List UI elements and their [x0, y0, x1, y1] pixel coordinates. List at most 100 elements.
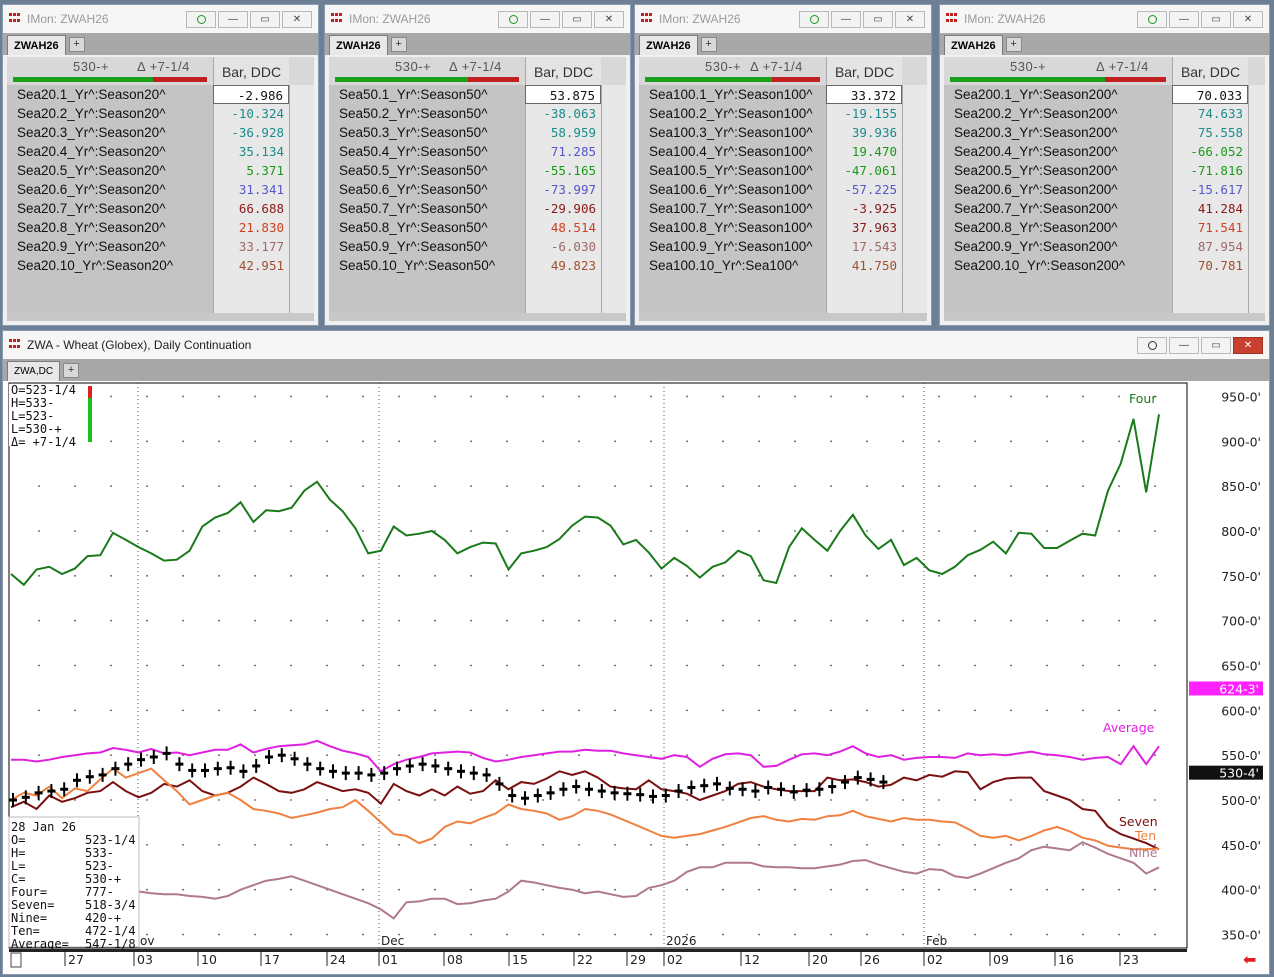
monitor-window-2[interactable]: IMon: ZWAH26 — ▭ ✕ ZWAH26 + 530-+ Δ +7-1…	[324, 4, 631, 326]
bar-ddc-value[interactable]: 19.470	[826, 142, 902, 161]
monitor-window-1[interactable]: IMon: ZWAH26 — ▭ ✕ ZWAH26 + 530-+ Δ +7-1…	[2, 4, 319, 326]
monitor-row[interactable]: Sea20.9_Yr^:Season20^ 33.177	[7, 237, 314, 256]
bar-ddc-value[interactable]: 37.963	[826, 218, 902, 237]
link-button[interactable]	[1137, 10, 1167, 28]
monitor-row[interactable]: Sea20.7_Yr^:Season20^ 66.688	[7, 199, 314, 218]
monitor-row[interactable]: Sea200.6_Yr^:Season200^ -15.617	[944, 180, 1265, 199]
monitor-row[interactable]: Sea100.2_Yr^:Season100^ -19.155	[639, 104, 927, 123]
monitor-row[interactable]: Sea50.1_Yr^:Season50^ 53.875	[329, 85, 626, 104]
monitor-row[interactable]: Sea50.7_Yr^:Season50^ -29.906	[329, 199, 626, 218]
monitor-row[interactable]: Sea20.4_Yr^:Season20^ 35.134	[7, 142, 314, 161]
monitor-row[interactable]: Sea100.6_Yr^:Season100^ -57.225	[639, 180, 927, 199]
add-tab-button[interactable]: +	[700, 37, 717, 52]
bar-ddc-value[interactable]: 41.750	[826, 256, 902, 275]
monitor-window-3[interactable]: IMon: ZWAH26 — ▭ ✕ ZWAH26 + 530-+ Δ +7-1…	[634, 4, 932, 326]
monitor-row[interactable]: Sea200.7_Yr^:Season200^ 41.284	[944, 199, 1265, 218]
monitor-row[interactable]: Sea50.5_Yr^:Season50^ -55.165	[329, 161, 626, 180]
add-tab-button[interactable]: +	[63, 363, 80, 378]
monitor-row[interactable]: Sea200.8_Yr^:Season200^ 71.541	[944, 218, 1265, 237]
bar-ddc-value[interactable]: -66.052	[1172, 142, 1248, 161]
bar-ddc-value[interactable]: -2.986	[213, 85, 289, 104]
column-header-bar-ddc[interactable]: Bar, DDC	[826, 57, 902, 85]
close-button[interactable]: ✕	[282, 10, 312, 28]
monitor-row[interactable]: Sea100.5_Yr^:Season100^ -47.061	[639, 161, 927, 180]
chart-titlebar[interactable]: ZWA - Wheat (Globex), Daily Continuation…	[3, 331, 1269, 359]
bar-ddc-value[interactable]: -38.063	[525, 104, 601, 123]
monitor-row[interactable]: Sea20.10_Yr^:Season20^ 42.951	[7, 256, 314, 275]
monitor-row[interactable]: Sea50.3_Yr^:Season50^ 58.959	[329, 123, 626, 142]
monitor-row[interactable]: Sea50.9_Yr^:Season50^ -6.030	[329, 237, 626, 256]
column-header-bar-ddc[interactable]: Bar, DDC	[213, 57, 289, 85]
minimize-button[interactable]: —	[530, 10, 560, 28]
monitor-row[interactable]: Sea100.8_Yr^:Season100^ 37.963	[639, 218, 927, 237]
bar-ddc-value[interactable]: 17.543	[826, 237, 902, 256]
link-button[interactable]	[1137, 336, 1167, 354]
monitor-grid[interactable]: 530-+ Δ +7-1/4 Bar, DDC Sea50.1_Yr^:Seas…	[329, 57, 626, 321]
add-tab-button[interactable]: +	[68, 37, 85, 52]
monitor-row[interactable]: Sea20.5_Yr^:Season20^ 5.371	[7, 161, 314, 180]
monitor-grid[interactable]: 530-+ Δ +7-1/4 Bar, DDC Sea200.1_Yr^:Sea…	[944, 57, 1265, 321]
bar-ddc-value[interactable]: -71.816	[1172, 161, 1248, 180]
bar-ddc-value[interactable]: -3.925	[826, 199, 902, 218]
tab-zwa-dc[interactable]: ZWA,DC	[7, 361, 61, 381]
monitor-row[interactable]: Sea50.6_Yr^:Season50^ -73.997	[329, 180, 626, 199]
bar-ddc-value[interactable]: 35.134	[213, 142, 289, 161]
monitor-row[interactable]: Sea50.2_Yr^:Season50^ -38.063	[329, 104, 626, 123]
restore-button[interactable]: ▭	[863, 10, 893, 28]
monitor-row[interactable]: Sea20.3_Yr^:Season20^ -36.928	[7, 123, 314, 142]
link-button[interactable]	[498, 10, 528, 28]
bar-ddc-value[interactable]: 5.371	[213, 161, 289, 180]
bar-ddc-value[interactable]: -15.617	[1172, 180, 1248, 199]
tab-zwah26[interactable]: ZWAH26	[329, 35, 388, 55]
minimize-button[interactable]: —	[218, 10, 248, 28]
monitor-row[interactable]: Sea20.6_Yr^:Season20^ 31.341	[7, 180, 314, 199]
link-button[interactable]	[186, 10, 216, 28]
bar-ddc-value[interactable]: 66.688	[213, 199, 289, 218]
bar-ddc-value[interactable]: -73.997	[525, 180, 601, 199]
monitor-row[interactable]: Sea100.7_Yr^:Season100^ -3.925	[639, 199, 927, 218]
minimize-button[interactable]: —	[1169, 336, 1199, 354]
monitor-window-4[interactable]: IMon: ZWAH26 — ▭ ✕ ZWAH26 + 530-+ Δ +7-1…	[939, 4, 1270, 326]
bar-ddc-value[interactable]: 53.875	[525, 85, 601, 104]
bar-ddc-value[interactable]: 49.823	[525, 256, 601, 275]
tab-zwah26[interactable]: ZWAH26	[944, 35, 1003, 55]
bar-ddc-value[interactable]: -6.030	[525, 237, 601, 256]
bar-ddc-value[interactable]: -29.906	[525, 199, 601, 218]
monitor-row[interactable]: Sea50.8_Yr^:Season50^ 48.514	[329, 218, 626, 237]
monitor-row[interactable]: Sea200.4_Yr^:Season200^ -66.052	[944, 142, 1265, 161]
monitor-row[interactable]: Sea100.3_Yr^:Season100^ 39.936	[639, 123, 927, 142]
close-button[interactable]: ✕	[1233, 336, 1263, 354]
bar-ddc-value[interactable]: 71.285	[525, 142, 601, 161]
minimize-button[interactable]: —	[831, 10, 861, 28]
bar-ddc-value[interactable]: 48.514	[525, 218, 601, 237]
monitor-row[interactable]: Sea50.10_Yr^:Season50^ 49.823	[329, 256, 626, 275]
link-button[interactable]	[799, 10, 829, 28]
bar-ddc-value[interactable]: 70.781	[1172, 256, 1248, 275]
scroll-thumb[interactable]	[10, 952, 22, 968]
monitor-row[interactable]: Sea100.10_Yr^:Sea100^ 41.750	[639, 256, 927, 275]
close-button[interactable]: ✕	[1233, 10, 1263, 28]
bar-ddc-value[interactable]: 87.954	[1172, 237, 1248, 256]
monitor-titlebar[interactable]: IMon: ZWAH26 — ▭ ✕	[325, 5, 630, 33]
bar-ddc-value[interactable]: 33.177	[213, 237, 289, 256]
bar-ddc-value[interactable]: 42.951	[213, 256, 289, 275]
monitor-row[interactable]: Sea200.2_Yr^:Season200^ 74.633	[944, 104, 1265, 123]
minimize-button[interactable]: —	[1169, 10, 1199, 28]
chart-window[interactable]: ZWA - Wheat (Globex), Daily Continuation…	[2, 330, 1270, 975]
bar-ddc-value[interactable]: 41.284	[1172, 199, 1248, 218]
monitor-row[interactable]: Sea100.9_Yr^:Season100^ 17.543	[639, 237, 927, 256]
bar-ddc-value[interactable]: 71.541	[1172, 218, 1248, 237]
add-tab-button[interactable]: +	[1005, 37, 1022, 52]
bar-ddc-value[interactable]: -47.061	[826, 161, 902, 180]
monitor-titlebar[interactable]: IMon: ZWAH26 — ▭ ✕	[940, 5, 1269, 33]
restore-button[interactable]: ▭	[1201, 10, 1231, 28]
monitor-row[interactable]: Sea200.3_Yr^:Season200^ 75.558	[944, 123, 1265, 142]
bar-ddc-value[interactable]: 75.558	[1172, 123, 1248, 142]
close-button[interactable]: ✕	[895, 10, 925, 28]
bar-ddc-value[interactable]: 33.372	[826, 85, 902, 104]
bar-ddc-value[interactable]: -55.165	[525, 161, 601, 180]
monitor-row[interactable]: Sea20.2_Yr^:Season20^ -10.324	[7, 104, 314, 123]
bar-ddc-value[interactable]: 74.633	[1172, 104, 1248, 123]
monitor-grid[interactable]: 530-+ Δ +7-1/4 Bar, DDC Sea100.1_Yr^:Sea…	[639, 57, 927, 321]
monitor-row[interactable]: Sea100.4_Yr^:Season100^ 19.470	[639, 142, 927, 161]
